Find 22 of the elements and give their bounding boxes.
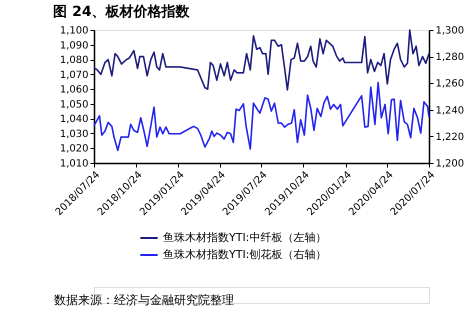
y2-tick-label: 1,260 xyxy=(436,78,464,90)
y-tick-label: 1,080 xyxy=(60,55,88,66)
y-tick-label: 1,020 xyxy=(60,144,88,155)
legend-label: 鱼珠木材指数YTI:刨花板（右轴） xyxy=(163,248,326,261)
y2-tick-label: 1,200 xyxy=(436,158,464,170)
y2-tick-label: 1,220 xyxy=(436,132,464,143)
y-tick-label: 1,060 xyxy=(60,84,88,96)
line-series xyxy=(93,29,430,91)
y-tick-label: 1,100 xyxy=(60,26,88,36)
line-series xyxy=(93,82,430,152)
y-tick-label: 1,040 xyxy=(60,114,88,126)
y-tick-label: 1,030 xyxy=(60,128,88,140)
y-tick-label: 1,070 xyxy=(60,70,88,81)
y-tick-label: 1,010 xyxy=(60,158,88,170)
source-note: 数据来源：经济与金融研究院整理 xyxy=(54,293,234,307)
legend-label: 鱼珠木材指数YTI:中纤板（左轴） xyxy=(163,231,326,244)
y2-tick-label: 1,240 xyxy=(436,105,464,116)
y-tick-label: 1,050 xyxy=(60,99,88,110)
y2-tick-label: 1,280 xyxy=(436,52,464,64)
y2-tick-label: 1,300 xyxy=(436,26,464,36)
y-tick-label: 1,090 xyxy=(60,40,88,52)
chart-title: 图 24、板材价格指数 xyxy=(53,4,191,20)
